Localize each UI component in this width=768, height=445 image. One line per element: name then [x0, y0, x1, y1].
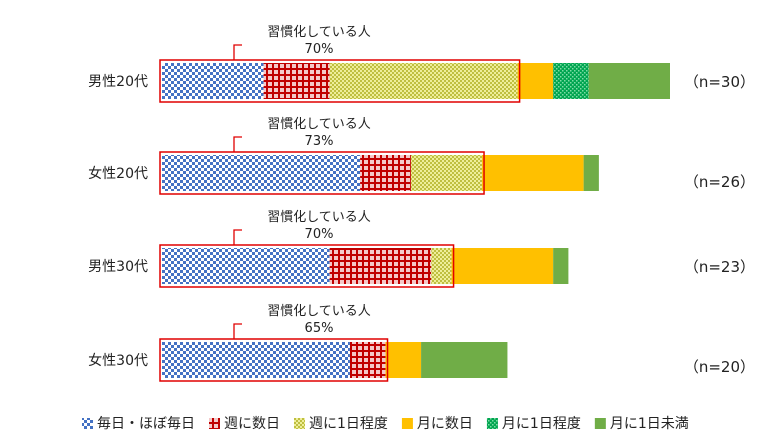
legend-item: 毎日・ほぼ毎日 [82, 416, 195, 432]
bar-row: 女性20代 習慣化している人 73% （n=26） [88, 116, 755, 195]
bar-row: 男性30代 習慣化している人 70% （n=23） [88, 209, 755, 288]
legend-label: 毎日・ほぼ毎日 [97, 416, 195, 432]
annotation-value: 70% [305, 227, 334, 242]
legend-swatch [401, 418, 413, 429]
bar-segment [482, 155, 584, 191]
bar-row: 男性20代 習慣化している人 70% （n=30） [88, 24, 755, 103]
annotation-bracket [233, 44, 242, 60]
bar-segment [349, 342, 386, 378]
legend: 毎日・ほぼ毎日 週に数日 週に1日程度 月に数日 月に1日程度 月に1日未満 [82, 416, 689, 432]
legend-label: 月に1日程度 [502, 416, 581, 432]
bar-segment [553, 248, 569, 284]
annotation-bracket [233, 136, 242, 152]
bar-segment [431, 248, 452, 284]
category-label: 男性30代 [88, 259, 148, 275]
legend-swatch [209, 418, 220, 429]
bar-segment [263, 63, 330, 99]
legend-item: 週に1日程度 [294, 416, 388, 432]
bar-segment [410, 155, 483, 191]
legend-item: 週に数日 [209, 416, 280, 432]
legend-label: 週に数日 [224, 416, 280, 432]
sample-size-label: （n=30） [684, 73, 755, 91]
bar-segment [329, 248, 432, 284]
sample-size-label: （n=20） [684, 358, 755, 376]
bar-segment [421, 342, 508, 378]
legend-item: 月に1日程度 [486, 416, 581, 432]
bar-segment [553, 63, 589, 99]
annotation-label: 習慣化している人 [267, 209, 371, 225]
bar-row: 女性30代 習慣化している人 65% （n=20） [88, 303, 755, 382]
habit-highlight-box [159, 338, 389, 382]
annotation-label: 習慣化している人 [267, 303, 371, 319]
annotation-bracket [233, 229, 242, 245]
legend-swatch [486, 418, 498, 429]
bar-segment [329, 63, 518, 99]
habit-highlight-box [159, 151, 485, 195]
sample-size-label: （n=23） [684, 258, 755, 276]
annotation-bracket [233, 323, 242, 339]
legend-label: 週に1日程度 [309, 416, 388, 432]
annotation-value: 65% [305, 321, 334, 336]
legend-swatch [82, 418, 93, 429]
bar-segment [583, 155, 599, 191]
legend-label: 月に1日未満 [610, 416, 689, 432]
legend-swatch [594, 418, 606, 429]
category-label: 女性20代 [88, 165, 148, 182]
category-label: 男性20代 [88, 74, 148, 90]
bar-segment [162, 342, 350, 378]
category-label: 女性30代 [88, 352, 148, 369]
legend-item: 月に数日 [401, 416, 473, 432]
habit-highlight-box [159, 59, 521, 103]
bar-segment [360, 155, 411, 191]
bar-segment [588, 63, 670, 99]
sample-size-label: （n=26） [684, 173, 755, 191]
bar-segment [162, 63, 264, 99]
annotation-label: 習慣化している人 [267, 24, 371, 40]
chart-rows: 男性20代習慣化している人70%（n=30）女性20代習慣化している人73%（n… [88, 24, 755, 382]
bar-segment [162, 155, 361, 191]
bar-segment [517, 63, 554, 99]
legend-swatch [294, 418, 305, 429]
bar-segment [385, 342, 422, 378]
annotation-value: 70% [305, 42, 334, 57]
legend-item: 月に1日未満 [594, 416, 689, 432]
annotation-value: 73% [305, 134, 334, 149]
annotation-label: 習慣化している人 [267, 116, 371, 132]
habit-highlight-box [159, 244, 455, 288]
bar-segment [451, 248, 554, 284]
bar-segment [162, 248, 330, 284]
legend-label: 月に数日 [417, 416, 473, 432]
